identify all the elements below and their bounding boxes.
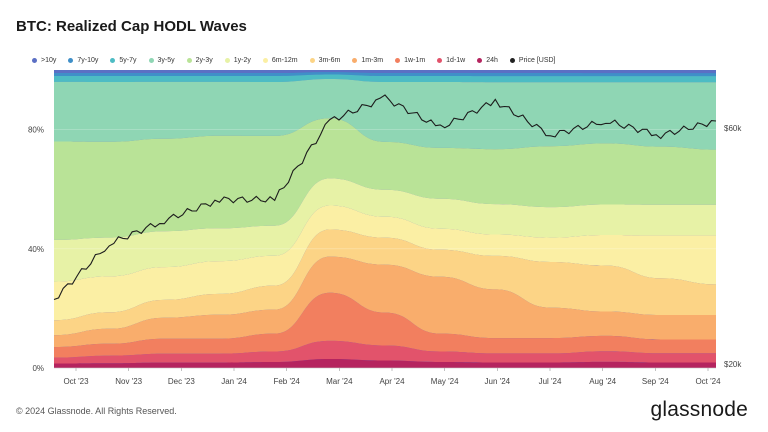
chart-title: BTC: Realized Cap HODL Waves: [16, 18, 247, 35]
x-tick-label: Nov '23: [115, 377, 142, 386]
legend-item[interactable]: 5y-7y: [110, 57, 137, 64]
legend-item[interactable]: 1m-3m: [352, 57, 383, 64]
legend-swatch: [437, 58, 443, 63]
legend-label: 7y-10y: [77, 57, 99, 64]
legend-label: 3y-5y: [157, 57, 175, 64]
area-7y-10y: [54, 72, 716, 77]
x-tick-label: May '24: [431, 377, 459, 386]
area-1m-3m: [54, 256, 716, 348]
area-6m-12m: [54, 205, 716, 321]
legend-swatch: [68, 58, 74, 63]
legend-label: 3m-6m: [318, 57, 341, 64]
x-tick-label: Dec '23: [168, 377, 195, 386]
legend-swatch: [148, 58, 154, 63]
legend: >10y 7y-10y 5y-7y 3y-5y 2y-3y 1y-2y 6m-12m 3m-6…: [32, 57, 567, 64]
legend-swatch: [186, 58, 192, 63]
legend-item[interactable]: 7y-10y: [68, 57, 98, 64]
x-tick-label: Feb '24: [273, 377, 300, 386]
legend-swatch: [395, 58, 401, 63]
area-layers: [54, 70, 716, 368]
legend-label: 1m-3m: [361, 57, 384, 64]
legend-item[interactable]: 1y-2y: [224, 57, 251, 64]
x-tick-label: Aug '24: [589, 377, 616, 386]
area-24h: [54, 359, 716, 368]
legend-item[interactable]: 3y-5y: [148, 57, 175, 64]
x-tick-label: Jun '24: [485, 377, 511, 386]
legend-label: 24h: [486, 57, 498, 64]
legend-item[interactable]: 24h: [477, 57, 498, 64]
x-tick-label: Apr '24: [379, 377, 405, 386]
y-tick-label: 80%: [28, 126, 44, 135]
legend-label: 2y-3y: [195, 57, 213, 64]
legend-swatch: [110, 58, 116, 63]
price-line: [53, 94, 717, 301]
legend-label: Price [USD]: [518, 57, 556, 64]
y-right-tick-label: $60k: [724, 124, 742, 133]
legend-swatch: [477, 58, 483, 63]
legend-swatch: [32, 58, 37, 63]
area-1d-1w: [54, 340, 716, 364]
legend-label: 6m-12m: [271, 57, 298, 64]
legend-swatch: [509, 58, 515, 63]
legend-item[interactable]: >10y: [32, 57, 56, 64]
area-2y-3y: [54, 118, 716, 240]
x-tick-label: Sep '24: [642, 377, 669, 386]
area-3y-5y: [54, 79, 716, 150]
legend-item[interactable]: Price [USD]: [509, 57, 556, 64]
legend-item[interactable]: 6m-12m: [262, 57, 298, 64]
legend-item[interactable]: 1d-1w: [437, 57, 465, 64]
y-tick-label: 0%: [32, 364, 44, 373]
x-tick-label: Oct '24: [695, 377, 721, 386]
legend-item[interactable]: 1w-1m: [395, 57, 425, 64]
legend-label: 5y-7y: [119, 57, 137, 64]
y-right-tick-label: $20k: [724, 360, 742, 369]
legend-swatch: [352, 58, 358, 63]
x-tick-label: Mar '24: [326, 377, 353, 386]
area--10y: [54, 70, 716, 74]
legend-swatch: [309, 58, 315, 63]
legend-label: 1w-1m: [404, 57, 426, 64]
area-5y-7y: [54, 74, 716, 83]
area-1y-2y: [54, 178, 716, 282]
glassnode-logo: glassnode: [650, 398, 748, 421]
copyright-text: © 2024 Glassnode. All Rights Reserved.: [16, 406, 177, 416]
x-tick-label: Oct '23: [63, 377, 89, 386]
x-tick-label: Jul '24: [539, 377, 562, 386]
area-1w-1m: [54, 292, 716, 358]
legend-item[interactable]: 2y-3y: [186, 57, 213, 64]
area-3m-6m: [54, 229, 716, 336]
legend-label: >10y: [41, 57, 57, 64]
legend-label: 1y-2y: [233, 57, 251, 64]
legend-item[interactable]: 3m-6m: [309, 57, 341, 64]
legend-swatch: [224, 58, 230, 63]
y-tick-label: 40%: [28, 245, 44, 254]
legend-swatch: [262, 58, 268, 63]
legend-label: 1d-1w: [446, 57, 466, 64]
x-tick-label: Jan '24: [221, 377, 247, 386]
